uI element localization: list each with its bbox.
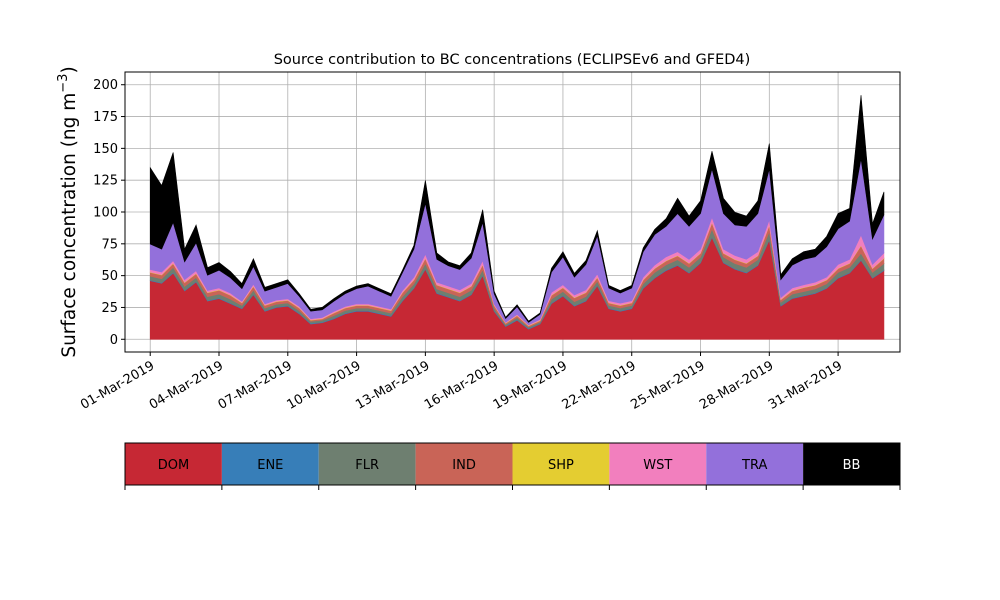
- legend-swatch-ene: [221, 443, 319, 485]
- x-tick-label: 16-Mar-2019: [422, 358, 501, 412]
- y-tick-label: 75: [101, 237, 118, 252]
- y-tick-label: 175: [93, 110, 118, 125]
- legend-label-bb: BB: [843, 458, 861, 473]
- x-tick-label: 22-Mar-2019: [560, 358, 639, 412]
- y-tick-label: 50: [101, 269, 118, 284]
- y-tick-label: 150: [93, 142, 118, 157]
- x-tick-label: 01-Mar-2019: [78, 358, 157, 412]
- y-axis-label: Surface concentration (ng m−3): [56, 66, 80, 357]
- legend-swatch-tra: [706, 443, 804, 485]
- chart-title: Source contribution to BC concentrations…: [274, 52, 751, 68]
- x-tick-label: 31-Mar-2019: [766, 358, 845, 412]
- x-tick-label: 07-Mar-2019: [216, 358, 295, 412]
- x-tick-label: 28-Mar-2019: [697, 358, 776, 412]
- x-tick-label: 19-Mar-2019: [491, 358, 570, 412]
- area-bb: [149, 95, 885, 323]
- x-tick-label: 13-Mar-2019: [353, 358, 432, 412]
- legend-label-flr: FLR: [355, 458, 379, 473]
- legend-swatch-dom: [125, 443, 222, 485]
- legend-label-wst: WST: [643, 458, 672, 473]
- y-tick-label: 0: [110, 333, 118, 348]
- y-tick-label: 25: [101, 301, 118, 316]
- legend-swatch-wst: [609, 443, 707, 485]
- legend-swatch-ind: [415, 443, 513, 485]
- y-tick-label: 125: [93, 174, 118, 189]
- legend-label-shp: SHP: [548, 458, 574, 473]
- x-tick-label: 25-Mar-2019: [628, 358, 707, 412]
- legend-swatch-shp: [512, 443, 610, 485]
- legend-swatch-bb: [803, 443, 900, 485]
- legend-colorbar: DOM ENE FLR IND SHP WST TRA BB: [124, 442, 901, 490]
- legend-label-dom: DOM: [158, 458, 189, 473]
- y-tick-label: 100: [93, 206, 118, 221]
- y-tick-label: 200: [93, 78, 118, 93]
- y-axis-label-close: ): [59, 66, 80, 73]
- y-axis-label-text: Surface concentration (ng m: [59, 93, 80, 358]
- x-tick-label: 04-Mar-2019: [147, 358, 226, 412]
- area-series: [149, 95, 885, 340]
- legend-swatch-flr: [318, 443, 416, 485]
- legend-label-ind: IND: [452, 458, 476, 473]
- y-axis-label-exponent: −3: [56, 74, 71, 93]
- x-tick-label: 10-Mar-2019: [284, 358, 363, 412]
- legend-label-ene: ENE: [257, 458, 283, 473]
- legend-label-tra: TRA: [741, 458, 767, 473]
